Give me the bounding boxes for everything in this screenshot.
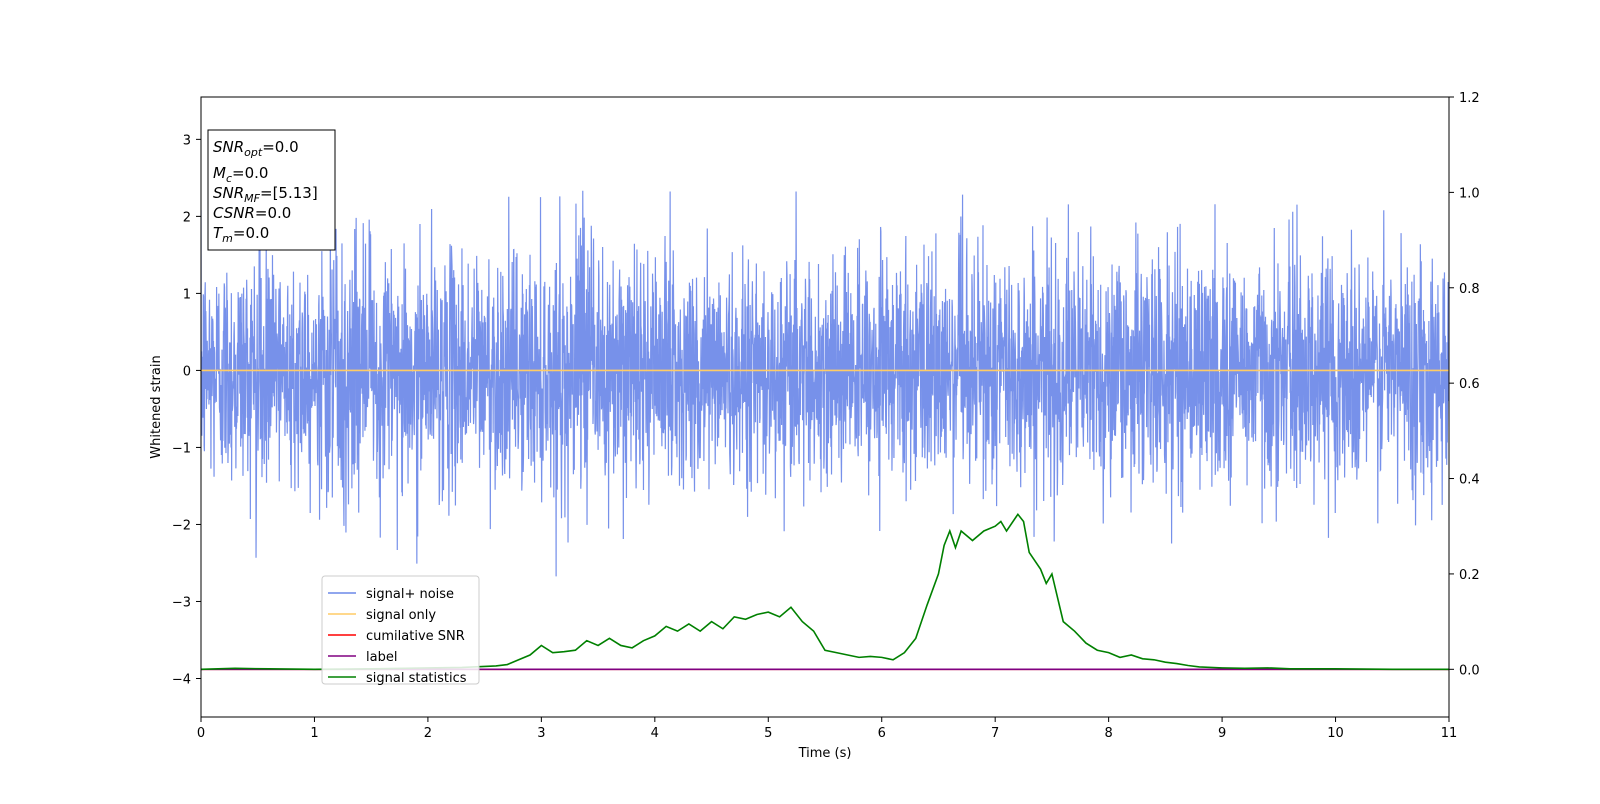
plot-frame (200, 96, 1450, 718)
info-line: SNRopt=0.0 (213, 138, 299, 159)
x-tick-label: 3 (537, 726, 545, 741)
series-line-signal-noise (201, 190, 1449, 577)
y-axis-left: −4 −3 −2 −1 0 1 2 3 (172, 133, 201, 687)
y-tick-left-label: −1 (172, 441, 191, 456)
x-tick-label: 1 (310, 726, 318, 741)
info-line: Tm=0.0 (213, 224, 269, 245)
info-box-frame (207, 129, 336, 251)
x-tick-label: 10 (1327, 726, 1344, 741)
legend-label: signal+ noise (366, 587, 454, 602)
legend-label: cumilative SNR (366, 629, 465, 644)
y-tick-right-label: 0.0 (1459, 663, 1480, 678)
legend-label: label (366, 650, 397, 665)
x-tick-label: 7 (991, 726, 999, 741)
y-tick-right-label: 0.4 (1459, 473, 1480, 488)
y-tick-right-label: 1.0 (1459, 186, 1480, 201)
y-axis-label: Whitened strain (149, 355, 164, 458)
info-line: Mc=0.0 (213, 164, 268, 185)
legend-label: signal only (366, 608, 436, 623)
y-tick-left-label: −4 (172, 672, 191, 687)
x-tick-label: 2 (424, 726, 432, 741)
y-axis-right: 0.0 0.2 0.4 0.6 0.8 1.0 1.2 (1449, 91, 1480, 678)
x-tick-label: 4 (651, 726, 659, 741)
y-tick-left-label: 2 (183, 210, 191, 225)
info-line: CSNR=0.0 (213, 204, 291, 222)
y-tick-left-label: −3 (172, 595, 191, 610)
y-tick-right-label: 0.6 (1459, 377, 1480, 392)
y-tick-right-label: 0.2 (1459, 568, 1480, 583)
x-axis: 0 1 2 3 4 5 6 7 8 9 10 11 (197, 717, 1457, 741)
x-axis-label: Time (s) (798, 746, 852, 761)
legend-label: signal statistics (366, 671, 467, 686)
legend-frame (321, 575, 480, 685)
y-tick-left-label: −2 (172, 518, 191, 533)
y-tick-left-label: 3 (183, 133, 191, 148)
x-tick-label: 5 (764, 726, 772, 741)
x-tick-label: 11 (1441, 726, 1458, 741)
x-tick-label: 6 (878, 726, 886, 741)
y-tick-left-label: 1 (183, 287, 191, 302)
legend: signal+ noise signal only cumilative SNR la… (321, 575, 480, 686)
info-line: SNRMF=[5.13] (213, 184, 318, 205)
x-tick-label: 9 (1218, 726, 1226, 741)
series-line-signal-statistics (201, 512, 1449, 671)
x-tick-label: 8 (1104, 726, 1112, 741)
y-tick-right-label: 0.8 (1459, 282, 1480, 297)
y-tick-left-label: 0 (183, 364, 191, 379)
y-tick-right-label: 1.2 (1459, 91, 1480, 106)
x-tick-label: 0 (197, 726, 205, 741)
